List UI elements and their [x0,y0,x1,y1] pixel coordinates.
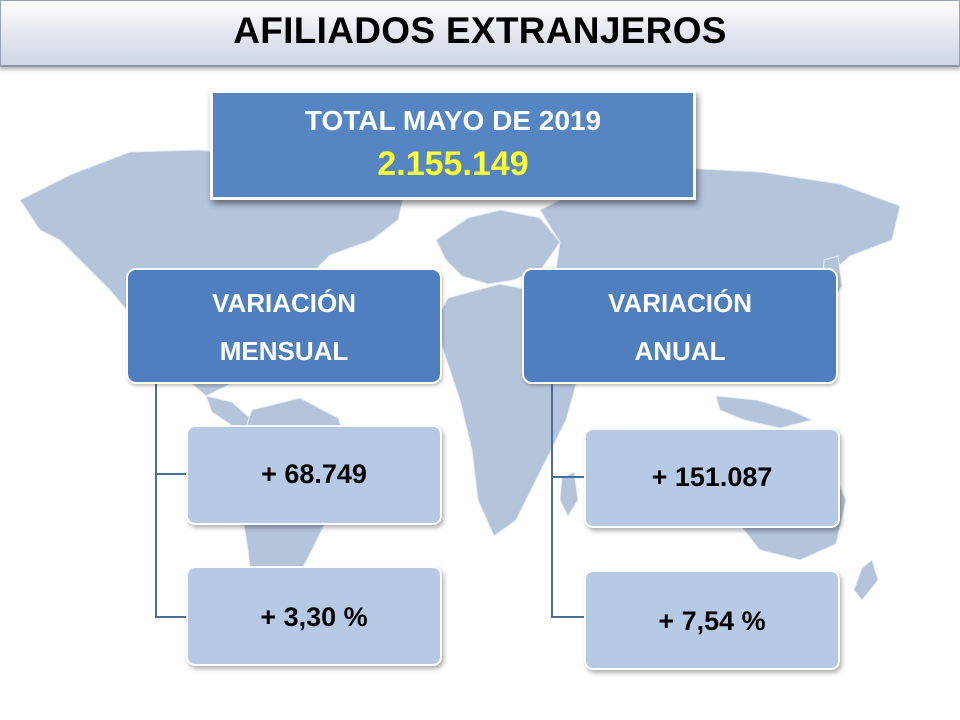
title-bar [0,0,960,67]
anual-absolute-box: + 151.087 [584,428,840,528]
anual-header-line1: VARIACIÓN [608,288,752,318]
anual-header-line2: ANUAL [634,336,726,366]
anual-percent-value: + 7,54 % [658,606,766,636]
mensual-absolute-value: + 68.749 [261,459,367,489]
page-title: AFILIADOS EXTRANJEROS [233,10,727,51]
new-zealand-shape [853,559,879,601]
anual-percent-box: + 7,54 % [584,570,840,670]
anual-connector-vertical [551,384,553,618]
mensual-percent-box: + 3,30 % [186,566,442,666]
variacion-mensual-header: VARIACIÓN MENSUAL [126,268,442,384]
anual-absolute-value: + 151.087 [651,462,773,492]
variacion-anual-header: VARIACIÓN ANUAL [522,268,838,384]
total-label: TOTAL MAYO DE 2019 [304,105,602,136]
anual-connector-branch-2 [551,616,585,618]
madagascar-shape [559,471,579,518]
mensual-connector-branch-2 [155,616,187,618]
mensual-absolute-box: + 68.749 [186,425,442,525]
mensual-header-line2: MENSUAL [219,336,349,366]
mensual-connector-vertical [155,384,157,618]
mensual-header-line1: VARIACIÓN [212,288,356,318]
total-value: 2.155.149 [377,145,529,183]
total-box: TOTAL MAYO DE 2019 2.155.149 [210,90,696,200]
indonesia-shape [715,395,814,429]
mensual-percent-value: + 3,30 % [260,602,368,632]
anual-connector-branch-1 [551,476,585,478]
mensual-connector-branch-1 [155,473,187,475]
